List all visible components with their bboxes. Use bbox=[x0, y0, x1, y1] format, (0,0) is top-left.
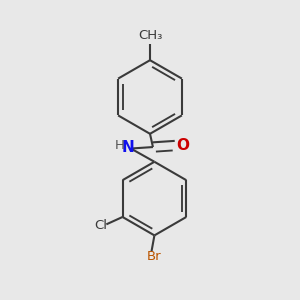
Text: H: H bbox=[115, 139, 124, 152]
Text: O: O bbox=[176, 138, 189, 153]
Text: N: N bbox=[122, 140, 134, 155]
Text: Cl: Cl bbox=[94, 219, 107, 232]
Text: Br: Br bbox=[146, 250, 161, 263]
Text: CH₃: CH₃ bbox=[138, 28, 162, 42]
